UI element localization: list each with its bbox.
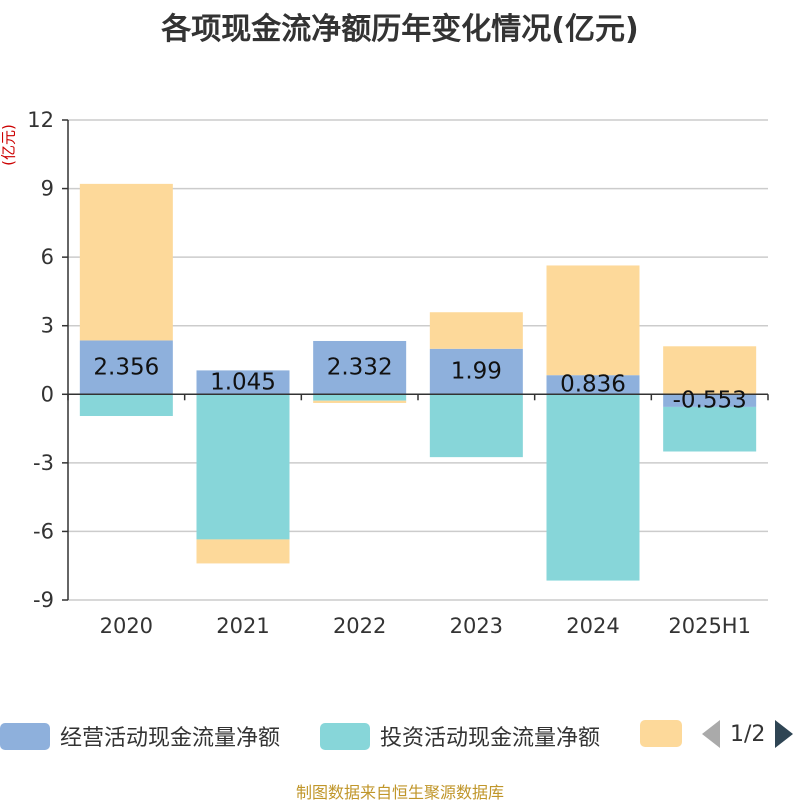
data-label-2022: 2.332 xyxy=(327,355,393,381)
legend-pager: 1/2 xyxy=(702,720,794,748)
bar-series-0-2022[interactable] xyxy=(313,340,407,395)
bar-series-0-2025H1[interactable] xyxy=(663,394,757,407)
data-label-2023: 1.99 xyxy=(451,359,502,385)
legend-label-operating: 经营活动现金流量净额 xyxy=(60,726,281,751)
bar-series-1-2020[interactable] xyxy=(79,394,173,416)
y-tick-label: 12 xyxy=(27,108,54,132)
y-tick-label: 6 xyxy=(41,245,54,269)
data-labels: 2.356 1.045 2.332 1.99 0.836 -0.553 xyxy=(93,354,746,413)
x-tick-label: 2022 xyxy=(333,614,386,638)
bar-series-1-2024[interactable] xyxy=(546,394,640,581)
bar-series-1-2023[interactable] xyxy=(429,394,523,458)
bar-series-0-2024[interactable] xyxy=(546,375,640,395)
legend-label-investing: 投资活动现金流量净额 xyxy=(380,726,601,751)
data-label-2021: 1.045 xyxy=(210,369,276,395)
legend-swatch-investing xyxy=(320,722,370,750)
x-tick-label: 2020 xyxy=(100,614,153,638)
y-tick-label: 0 xyxy=(41,382,54,406)
bar-series-1-2021[interactable] xyxy=(196,394,290,540)
chart-title: 各项现金流净额历年变化情况(亿元) xyxy=(161,12,639,47)
axes: 12 9 6 3 0 -3 -6 -9 2020 2021 2022 2023 2024 2025H1 xyxy=(27,108,769,638)
legend-swatch-third-series xyxy=(640,720,682,747)
legend-page-indicator: 1/2 xyxy=(730,721,766,747)
data-label-2020: 2.356 xyxy=(93,354,159,380)
bar-series-0-2020[interactable] xyxy=(79,340,173,395)
legend-item-operating[interactable]: 经营活动现金流量净额 xyxy=(0,720,280,752)
bar-series-2-2024[interactable] xyxy=(546,265,640,376)
y-tick-label: -9 xyxy=(33,588,54,612)
data-label-2024: 0.836 xyxy=(560,372,626,398)
bar-series-2-2022[interactable] xyxy=(313,400,407,403)
gridlines xyxy=(68,119,768,601)
bar-series-2-2023[interactable] xyxy=(429,312,523,349)
y-tick-label: -6 xyxy=(33,519,54,543)
legend-next-arrow-icon[interactable] xyxy=(775,720,794,748)
y-tick-label: -3 xyxy=(33,451,54,475)
legend-swatch-operating xyxy=(0,722,50,750)
source-note: 制图数据来自恒生聚源数据库 xyxy=(295,783,504,802)
x-tick-label: 2021 xyxy=(216,614,269,638)
bar-series-2-2020[interactable] xyxy=(79,183,173,341)
bar-series-2-2025H1[interactable] xyxy=(663,346,757,395)
x-tick-label: 2024 xyxy=(566,614,619,638)
legend-item-investing[interactable]: 投资活动现金流量净额 xyxy=(320,720,600,752)
bar-series-1-2025H1[interactable] xyxy=(663,406,757,452)
legend-prev-arrow-icon[interactable] xyxy=(702,720,720,748)
y-tick-label: 9 xyxy=(41,177,54,201)
x-tick-label: 2023 xyxy=(450,614,503,638)
x-tick-label: 2025H1 xyxy=(668,614,751,638)
chart-plot: 12 9 6 3 0 -3 -6 -9 2020 2021 2022 2023 2024 2025H1 2… xyxy=(27,108,769,638)
bar-series-0-2023[interactable] xyxy=(429,348,523,395)
y-tick-label: 3 xyxy=(41,314,54,338)
legend-item-third-series[interactable] xyxy=(640,720,682,747)
bar-series-1-2022[interactable] xyxy=(313,394,407,401)
bar-series-0-2021[interactable] xyxy=(196,370,290,395)
data-label-2025H1: -0.553 xyxy=(673,388,747,414)
bar-series-2-2021[interactable] xyxy=(196,539,290,564)
bars xyxy=(79,183,757,581)
